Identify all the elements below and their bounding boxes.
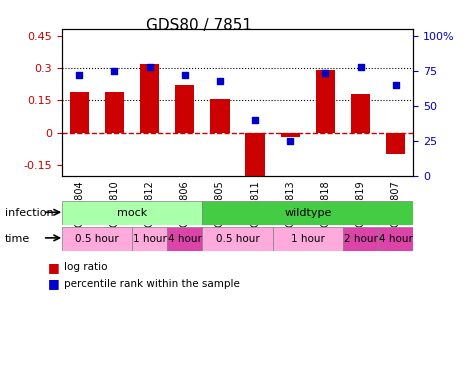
Point: [357, 64, 364, 70]
Text: wildtype: wildtype: [284, 208, 332, 218]
FancyBboxPatch shape: [202, 201, 413, 225]
Bar: [105, 92, 124, 132]
Text: 1 hour: 1 hour: [133, 234, 167, 244]
Point: [216, 78, 224, 84]
FancyBboxPatch shape: [167, 227, 202, 251]
Text: 2 hour: 2 hour: [343, 234, 378, 244]
Point: [76, 72, 83, 78]
Bar: [210, 99, 229, 132]
Text: 0.5 hour: 0.5 hour: [75, 234, 119, 244]
Text: 0.5 hour: 0.5 hour: [216, 234, 259, 244]
FancyBboxPatch shape: [62, 201, 202, 225]
Text: 4 hour: 4 hour: [168, 234, 202, 244]
Point: [392, 82, 399, 88]
Text: 4 hour: 4 hour: [379, 234, 413, 244]
Point: [146, 64, 153, 70]
FancyBboxPatch shape: [378, 227, 413, 251]
Bar: [316, 70, 335, 132]
Point: [181, 72, 189, 78]
Text: log ratio: log ratio: [64, 262, 108, 272]
Text: GDS80 / 7851: GDS80 / 7851: [146, 18, 253, 33]
Text: time: time: [5, 234, 30, 244]
Bar: [175, 85, 194, 132]
Bar: [70, 92, 89, 132]
FancyBboxPatch shape: [62, 227, 132, 251]
Text: mock: mock: [117, 208, 147, 218]
Bar: [246, 132, 265, 176]
Bar: [140, 64, 159, 132]
Text: infection: infection: [5, 208, 53, 218]
Text: ■: ■: [48, 277, 59, 290]
Text: percentile rank within the sample: percentile rank within the sample: [64, 279, 240, 289]
Text: 1 hour: 1 hour: [291, 234, 325, 244]
FancyBboxPatch shape: [273, 227, 343, 251]
Point: [322, 70, 329, 75]
Point: [286, 138, 294, 144]
Point: [251, 117, 259, 123]
FancyBboxPatch shape: [202, 227, 273, 251]
FancyBboxPatch shape: [132, 227, 167, 251]
Point: [111, 68, 118, 74]
FancyBboxPatch shape: [343, 227, 378, 251]
Bar: [351, 94, 370, 132]
Bar: [386, 132, 405, 154]
Bar: [281, 132, 300, 137]
Text: ■: ■: [48, 261, 59, 274]
